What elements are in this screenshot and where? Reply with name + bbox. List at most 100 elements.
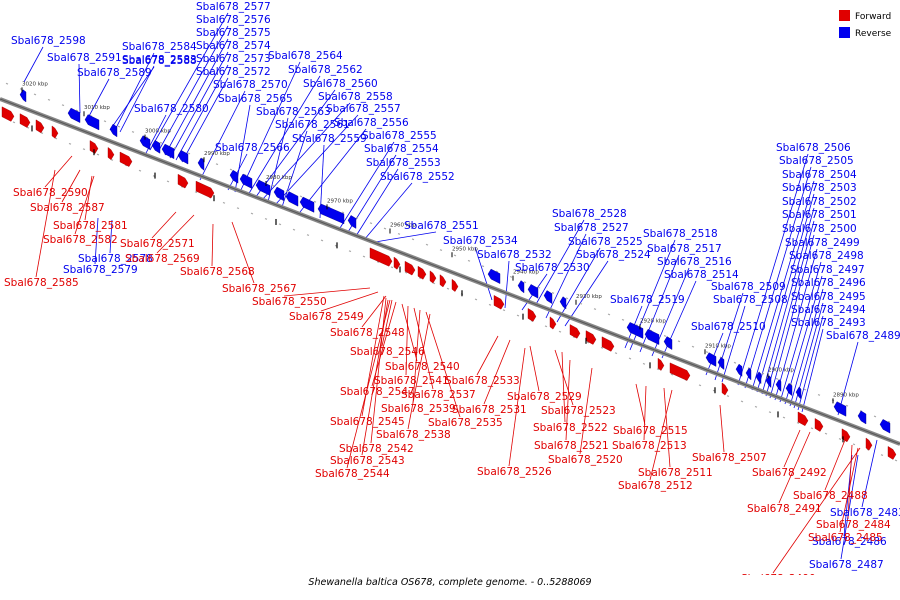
forward-gene-arrow [404, 260, 416, 276]
rail-dash [446, 287, 450, 290]
legend: Forward Reverse [839, 10, 892, 39]
rail-dash [880, 454, 884, 457]
forward-gene-arrow [797, 411, 809, 427]
forward-gene-label: Sbal678_2581 [53, 220, 128, 232]
reverse-gene-label: Sbal678_2555 [362, 130, 437, 142]
rail-dash [292, 228, 296, 231]
reverse-gene-leader [751, 180, 815, 391]
forward-gene-leader [476, 335, 499, 376]
reverse-gene-leader [94, 217, 99, 265]
rail-dash [691, 345, 695, 348]
reverse-gene-arrow [775, 379, 782, 392]
reverse-gene-label: Sbal678_2503 [782, 182, 857, 194]
forward-gene-leader [44, 155, 73, 188]
reverse-gene-arrow [161, 143, 175, 160]
forward-gene-label: Sbal678_2582 [43, 234, 118, 246]
reverse-gene-leader [299, 128, 367, 213]
rail-dash [782, 416, 786, 419]
rail-dash [425, 243, 429, 246]
reverse-gene-label: Sbal678_2527 [554, 222, 629, 234]
reverse-gene-label: Sbal678_2510 [691, 321, 766, 333]
forward-gene-leader [839, 447, 859, 533]
reverse-gene-leader [721, 305, 746, 383]
rail-dash [96, 153, 100, 156]
reverse-gene-label: Sbal678_2576 [196, 14, 271, 26]
rail-dash [369, 222, 373, 225]
reverse-gene-label: Sbal678_2566 [215, 142, 290, 154]
reverse-gene-arrow [559, 296, 567, 310]
rail-dash [621, 318, 625, 321]
forward-gene-arrow [35, 119, 45, 134]
reverse-gene-label: Sbal678_2556 [334, 117, 409, 129]
reverse-gene-arrow [833, 401, 847, 417]
forward-gene-leader [554, 349, 574, 406]
rail-dash [733, 361, 737, 364]
rail-dash [54, 137, 58, 140]
forward-gene-label: Sbal678_2568 [180, 266, 255, 278]
rail-dash [271, 184, 275, 187]
forward-gene-label: Sbal678_2542 [339, 443, 414, 455]
rail-dash [705, 351, 709, 353]
reverse-gene-leader [149, 12, 229, 151]
reverse-gene-leader [169, 51, 229, 159]
rail-dash [635, 324, 639, 327]
reverse-gene-leader [861, 439, 878, 508]
reverse-gene-arrow [745, 367, 752, 381]
reverse-gene-leader [274, 114, 359, 206]
rail-dash [628, 357, 632, 360]
rail-dash [40, 132, 44, 135]
rail-dash [670, 373, 674, 376]
reverse-gene-arrow [795, 386, 802, 400]
forward-gene-arrow [429, 270, 437, 284]
rail-dash [33, 93, 37, 96]
reverse-gene-label: Sbal678_2559 [292, 133, 367, 145]
rail-dash [117, 125, 121, 128]
rail-dash [481, 265, 485, 268]
forward-gene-label: Sbal678_2484 [816, 519, 891, 531]
reverse-gene-label: Sbal678_2487 [809, 559, 884, 571]
reverse-gene-label: Sbal678_2584 [122, 41, 197, 53]
forward-gene-arrow [439, 274, 447, 288]
tick-label: 2900 kbp [768, 367, 794, 373]
reverse-gene-label: Sbal678_2589 [77, 67, 152, 79]
reverse-gene-arrow [197, 157, 205, 171]
reverse-gene-leader [87, 78, 110, 119]
rail-dash [537, 286, 541, 289]
reverse-gene-arrow [543, 290, 553, 304]
gene-features [1, 89, 897, 460]
rail-dash [474, 298, 478, 301]
legend-reverse-swatch [839, 27, 850, 38]
forward-gene-label: Sbal678_2540 [385, 361, 460, 373]
rail-dash [600, 346, 604, 349]
forward-gene-leader [778, 431, 811, 504]
forward-gene-label: Sbal678_2537 [401, 389, 476, 401]
rail-dash [803, 388, 807, 391]
rail-dash [887, 420, 891, 423]
reverse-gene-leader [227, 153, 248, 191]
forward-gene-label: Sbal678_2521 [534, 440, 609, 452]
rail-dash [348, 250, 352, 253]
reverse-gene-leader [556, 247, 601, 323]
forward-gene-arrow [657, 357, 665, 371]
reverse-gene-leader [355, 168, 399, 237]
forward-gene-leader [783, 429, 801, 468]
reverse-gene-label: Sbal678_2575 [196, 27, 271, 39]
forward-gene-arrow [177, 173, 189, 189]
reverse-gene-label: Sbal678_2497 [790, 264, 865, 276]
rail-dash [761, 372, 765, 375]
forward-gene-arrow [493, 295, 505, 310]
forward-gene-label: Sbal678_2587 [30, 202, 105, 214]
reverse-gene-label: Sbal678_2591 [47, 52, 122, 64]
reverse-gene-arrow [705, 352, 717, 367]
forward-gene-arrow [669, 362, 691, 381]
forward-gene-leader [635, 383, 646, 426]
reverse-gene-leader [837, 341, 859, 416]
forward-gene-arrow [601, 336, 615, 352]
tick-label: 2980 kbp [266, 175, 292, 181]
rail-dash [222, 201, 226, 204]
reverse-gene-leader [363, 182, 413, 241]
legend-forward-label: Forward [855, 12, 891, 22]
rail-dash [726, 395, 730, 398]
forward-gene-label: Sbal678_2585 [4, 277, 79, 289]
reverse-gene-label: Sbal678_2528 [552, 208, 627, 220]
